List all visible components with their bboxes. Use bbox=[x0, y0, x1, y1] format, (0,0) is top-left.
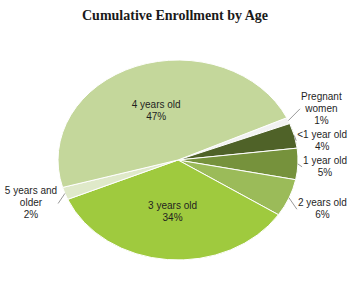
category-label: women bbox=[304, 103, 337, 114]
slice-label-text: Pregnantwomen1% bbox=[301, 91, 342, 126]
slice-label-text: 4 years old47% bbox=[132, 99, 181, 122]
chart-title: Cumulative Enrollment by Age bbox=[82, 8, 268, 23]
leader-line bbox=[58, 193, 65, 203]
slice-label-text: 3 years old34% bbox=[148, 200, 197, 223]
leader-line bbox=[294, 136, 296, 141]
slice-label: 2 years old6% bbox=[298, 197, 347, 220]
slice-label: 1 year old5% bbox=[303, 155, 347, 178]
slice-label-text: 2 years old6% bbox=[298, 197, 347, 220]
slice-label: 3 years old34% bbox=[148, 200, 197, 223]
slice-label-text: 1 year old5% bbox=[303, 155, 347, 178]
pie-slice bbox=[58, 60, 287, 187]
category-label: <1 year old bbox=[297, 129, 347, 140]
slice-label-text: <1 year old4% bbox=[297, 129, 347, 152]
chart: Cumulative Enrollment by Age Pregnantwome… bbox=[0, 0, 350, 295]
value-label: 47% bbox=[146, 111, 166, 122]
category-label: 2 years old bbox=[298, 197, 347, 208]
leader-line bbox=[298, 164, 302, 167]
slice-label: 5 years andolder2% bbox=[5, 185, 57, 220]
value-label: 4% bbox=[315, 141, 330, 152]
pie-slices bbox=[58, 60, 298, 260]
category-label: 5 years and bbox=[5, 185, 57, 196]
value-label: 6% bbox=[315, 209, 330, 220]
category-label: 4 years old bbox=[132, 99, 181, 110]
category-label: 3 years old bbox=[148, 200, 197, 211]
slice-label: <1 year old4% bbox=[297, 129, 347, 152]
slice-label: Pregnantwomen1% bbox=[301, 91, 342, 126]
leader-line bbox=[289, 198, 297, 209]
category-label: Pregnant bbox=[301, 91, 342, 102]
value-label: 5% bbox=[318, 167, 333, 178]
slice-label: 4 years old47% bbox=[132, 99, 181, 122]
slice-label-text: 5 years andolder2% bbox=[5, 185, 57, 220]
value-label: 1% bbox=[314, 115, 329, 126]
value-label: 34% bbox=[163, 212, 183, 223]
leader-line bbox=[288, 109, 300, 121]
category-label: older bbox=[20, 197, 43, 208]
data-labels: Pregnantwomen1% <1 year old4% 1 year old5%… bbox=[5, 91, 347, 223]
category-label: 1 year old bbox=[303, 155, 347, 166]
value-label: 2% bbox=[24, 209, 39, 220]
